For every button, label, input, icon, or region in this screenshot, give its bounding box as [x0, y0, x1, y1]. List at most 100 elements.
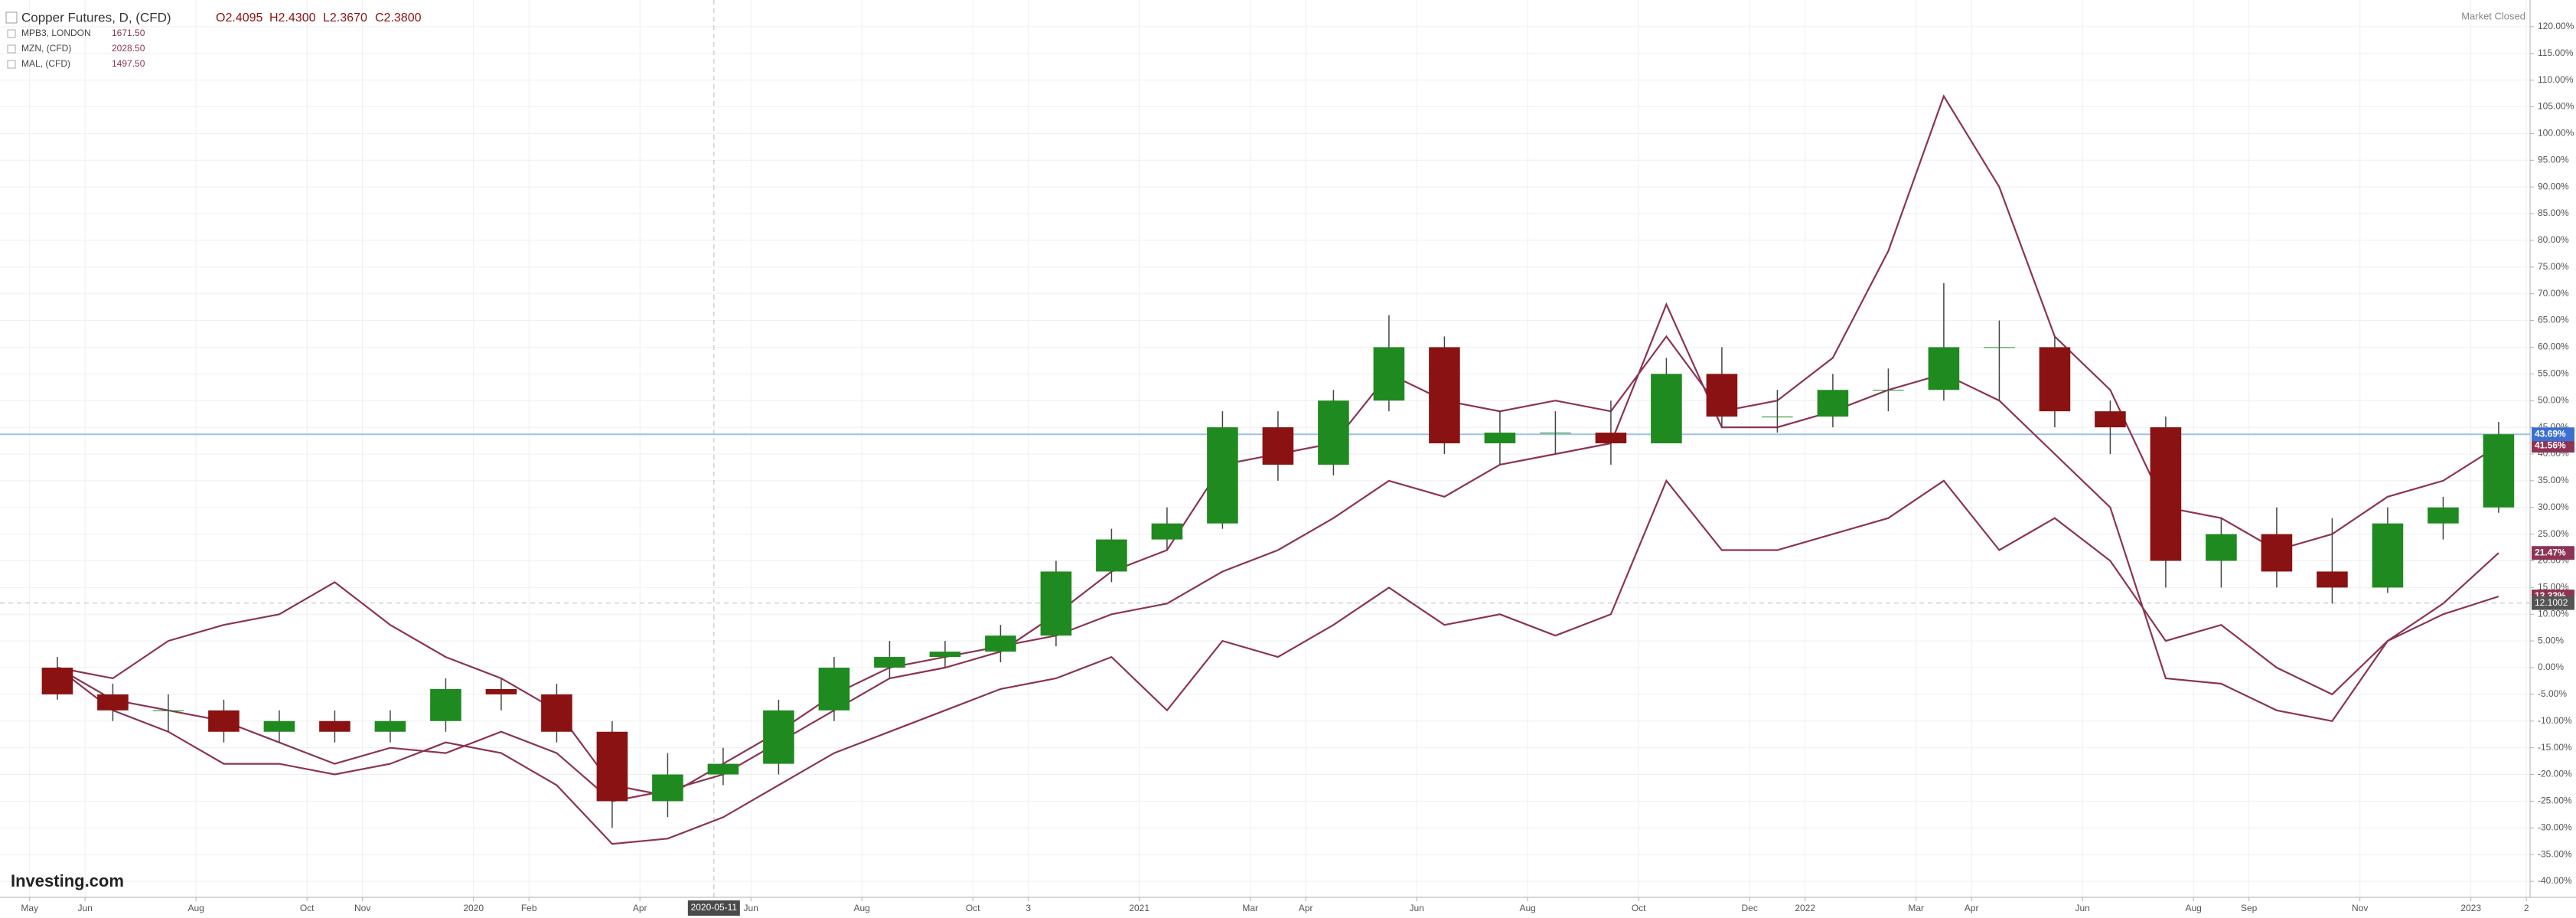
legend-swatch	[7, 29, 16, 38]
candle-body	[2150, 427, 2182, 561]
series-last-label: 21.47%	[2535, 547, 2566, 557]
candle-body	[985, 635, 1016, 652]
axes: -40.00% -35.00% -30.00% -25.00% -20.00% -15.0…	[21, 21, 2574, 916]
series-last-label-bg	[2532, 546, 2574, 560]
candle-body	[1151, 523, 1183, 540]
y-tick-label: -30.00%	[2538, 822, 2572, 832]
candle-body	[430, 688, 461, 721]
candle-body	[818, 668, 850, 711]
x-tick-label: Aug	[853, 903, 869, 913]
candle-body	[2039, 347, 2071, 412]
y-tick-label: 75.00%	[2538, 261, 2569, 272]
candle-body	[1096, 539, 1127, 572]
open-value: O2.4095	[216, 11, 262, 25]
crosshair-x-label: 2020-05-11	[691, 902, 738, 913]
brand-logo: Investing.com	[11, 871, 124, 890]
legend-price: 1671.50	[112, 28, 145, 38]
candle-body	[208, 710, 240, 732]
y-tick-label: 0.00%	[2538, 662, 2564, 672]
candle-body	[596, 731, 628, 802]
candle-body	[763, 710, 794, 764]
candle-body	[1928, 347, 1960, 390]
legend-price: 2028.50	[112, 43, 145, 54]
marks	[41, 94, 2515, 845]
candle-body	[374, 720, 406, 732]
y-tick-label: 95.00%	[2538, 154, 2569, 165]
y-tick-label: 25.00%	[2538, 528, 2569, 539]
candle-body	[2428, 507, 2459, 524]
x-tick-label: Nov	[2352, 903, 2368, 913]
candle-body	[1373, 347, 1405, 401]
candle-body	[485, 688, 517, 694]
x-tick-label: Dec	[1741, 903, 1757, 913]
x-tick-label: 2022	[1795, 903, 1815, 913]
candle-body	[319, 720, 351, 732]
candle-body	[1651, 374, 1682, 444]
candle-body	[263, 720, 295, 732]
y-tick-label: -35.00%	[2538, 848, 2572, 859]
y-tick-label: -5.00%	[2538, 688, 2567, 699]
x-tick-label: Jun	[743, 903, 758, 913]
x-tick-label: 2021	[1129, 903, 1149, 913]
comparison-line	[57, 479, 2499, 845]
instrument-title: Copper Futures, D, (CFD)	[21, 10, 171, 25]
candle-body	[2483, 434, 2515, 508]
legend-name: MAL, (CFD)	[21, 58, 70, 69]
x-tick-label: Nov	[354, 903, 370, 913]
x-tick-label: Aug	[187, 903, 204, 913]
x-tick-label: Oct	[1632, 903, 1646, 913]
y-tick-label: 80.00%	[2538, 234, 2569, 245]
candle-body	[1262, 427, 1294, 465]
y-tick-label: 120.00%	[2538, 21, 2574, 31]
candle-body	[1318, 400, 1349, 465]
x-tick-label: Oct	[966, 903, 980, 913]
y-tick-label: -40.00%	[2538, 875, 2572, 886]
candle-body	[2261, 534, 2293, 572]
y-tick-label: -20.00%	[2538, 769, 2572, 779]
x-tick-label: 3	[1026, 903, 1031, 913]
y-tick-label: 35.00%	[2538, 475, 2569, 485]
x-tick-label: May	[21, 903, 38, 913]
candle-body	[97, 694, 129, 711]
legend-swatch	[7, 60, 16, 69]
x-tick-label: Mar	[1908, 903, 1924, 913]
candle-body	[1429, 347, 1460, 444]
candle-body	[1595, 433, 1627, 444]
candle-body	[652, 774, 683, 802]
legend-header: Copper Futures, D, (CFD) O2.4095 H2.4300…	[5, 10, 422, 25]
candle-body	[2317, 571, 2348, 588]
crosshair-y-label-bg	[2532, 596, 2574, 610]
y-tick-label: 65.00%	[2538, 315, 2569, 325]
candle-body	[874, 657, 905, 668]
legend-price: 1497.50	[112, 58, 145, 69]
x-tick-label: Sep	[2241, 903, 2258, 913]
candle-body	[2206, 534, 2237, 561]
high-value: H2.4300	[269, 11, 316, 25]
candle-body	[1207, 427, 1238, 524]
x-tick-label: Apr	[633, 903, 647, 913]
y-tick-label: 90.00%	[2538, 181, 2569, 191]
series-last-label: 41.56%	[2535, 439, 2566, 450]
y-tick-label: 85.00%	[2538, 207, 2569, 218]
candle-body	[541, 694, 572, 732]
y-tick-label: 100.00%	[2538, 128, 2574, 139]
x-tick-label: 2	[2524, 903, 2529, 913]
candle-body	[2095, 411, 2126, 428]
y-tick-label: 110.00%	[2538, 74, 2574, 85]
market-status: Market Closed	[2461, 10, 2525, 21]
x-tick-label: Mar	[1242, 903, 1258, 913]
y-tick-label: -10.00%	[2538, 715, 2572, 726]
x-tick-label: 2023	[2460, 903, 2481, 913]
y-tick-label: 115.00%	[2538, 47, 2574, 58]
legend-icon	[5, 11, 18, 24]
candle-body	[2372, 523, 2404, 588]
x-tick-label: Apr	[1965, 903, 1979, 913]
y-tick-label: 60.00%	[2538, 341, 2569, 352]
comparison-line	[57, 302, 2499, 797]
x-tick-label: Apr	[1299, 903, 1313, 913]
candle-body	[1706, 374, 1738, 417]
y-tick-label: 30.00%	[2538, 501, 2569, 512]
y-tick-label: 5.00%	[2538, 635, 2564, 645]
